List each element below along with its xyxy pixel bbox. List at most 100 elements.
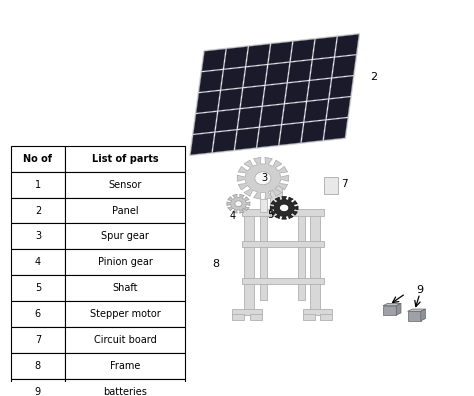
Text: 1: 1: [35, 180, 41, 190]
Bar: [65, 379, 185, 396]
Polygon shape: [288, 60, 311, 82]
Bar: [11, 146, 65, 172]
Polygon shape: [302, 120, 325, 143]
Text: List of parts: List of parts: [92, 154, 158, 164]
Polygon shape: [408, 309, 426, 311]
Polygon shape: [335, 34, 359, 56]
Bar: [310, 211, 320, 311]
Polygon shape: [202, 49, 226, 71]
Bar: [260, 199, 267, 212]
Polygon shape: [421, 309, 426, 321]
Text: Shaft: Shaft: [112, 283, 138, 293]
Polygon shape: [285, 81, 309, 103]
Bar: [298, 211, 305, 300]
Polygon shape: [329, 76, 353, 98]
Polygon shape: [332, 55, 356, 77]
Text: Spur gear: Spur gear: [101, 231, 149, 242]
Bar: [65, 172, 185, 198]
Polygon shape: [257, 126, 281, 147]
Text: 2: 2: [370, 72, 377, 82]
Bar: [65, 353, 185, 379]
Bar: [65, 198, 185, 223]
Text: Circuit board: Circuit board: [94, 335, 156, 345]
Text: Sensor: Sensor: [109, 180, 142, 190]
Polygon shape: [383, 303, 401, 306]
Bar: [242, 209, 324, 216]
Polygon shape: [213, 130, 237, 152]
Polygon shape: [235, 128, 259, 150]
Bar: [65, 223, 185, 249]
Bar: [11, 301, 65, 327]
Polygon shape: [266, 63, 289, 85]
Text: 3: 3: [261, 173, 267, 183]
Polygon shape: [199, 70, 223, 92]
Text: 4: 4: [230, 211, 236, 221]
Polygon shape: [244, 65, 267, 87]
Polygon shape: [327, 97, 350, 119]
Bar: [11, 353, 65, 379]
Bar: [65, 327, 185, 353]
Text: 3: 3: [35, 231, 41, 242]
Polygon shape: [291, 39, 314, 61]
Polygon shape: [313, 37, 337, 59]
Bar: [250, 314, 262, 320]
Polygon shape: [219, 88, 242, 110]
Polygon shape: [269, 42, 292, 64]
Polygon shape: [396, 303, 401, 315]
Text: 4: 4: [35, 257, 41, 267]
Bar: [242, 278, 324, 284]
Polygon shape: [246, 44, 270, 66]
Polygon shape: [263, 84, 286, 106]
Polygon shape: [283, 102, 306, 124]
Text: 6: 6: [35, 309, 41, 319]
Bar: [11, 249, 65, 275]
Bar: [320, 314, 332, 320]
Text: 5: 5: [35, 283, 41, 293]
Bar: [65, 249, 185, 275]
Polygon shape: [241, 86, 264, 108]
Bar: [232, 314, 244, 320]
Bar: [11, 198, 65, 223]
Polygon shape: [221, 68, 245, 89]
Bar: [11, 172, 65, 198]
Polygon shape: [196, 91, 220, 113]
Bar: [232, 309, 262, 315]
Polygon shape: [280, 123, 303, 145]
Bar: [408, 311, 421, 321]
Polygon shape: [191, 133, 214, 155]
Text: Frame: Frame: [110, 361, 140, 371]
Polygon shape: [190, 34, 359, 155]
Polygon shape: [307, 79, 331, 101]
Bar: [11, 275, 65, 301]
Bar: [242, 241, 324, 247]
Bar: [244, 211, 255, 311]
Bar: [303, 309, 332, 315]
Text: 8: 8: [35, 361, 41, 371]
Bar: [324, 177, 338, 194]
Polygon shape: [270, 197, 298, 219]
Polygon shape: [304, 100, 328, 122]
Bar: [383, 306, 396, 315]
Text: 9: 9: [416, 285, 423, 295]
Bar: [65, 146, 185, 172]
Bar: [65, 301, 185, 327]
Bar: [11, 379, 65, 396]
Polygon shape: [227, 194, 250, 213]
Text: 9: 9: [35, 386, 41, 396]
Text: Stepper motor: Stepper motor: [90, 309, 161, 319]
Circle shape: [255, 172, 271, 185]
Polygon shape: [260, 105, 283, 126]
Bar: [65, 275, 185, 301]
Bar: [303, 314, 315, 320]
Polygon shape: [237, 157, 289, 199]
Text: batteries: batteries: [103, 386, 147, 396]
Text: No of: No of: [23, 154, 53, 164]
Text: 7: 7: [341, 179, 347, 189]
Polygon shape: [224, 47, 248, 69]
Bar: [11, 327, 65, 353]
Polygon shape: [216, 109, 239, 131]
Text: 7: 7: [35, 335, 41, 345]
Circle shape: [235, 201, 242, 207]
Text: 5: 5: [267, 210, 273, 220]
Text: Pinion gear: Pinion gear: [98, 257, 153, 267]
